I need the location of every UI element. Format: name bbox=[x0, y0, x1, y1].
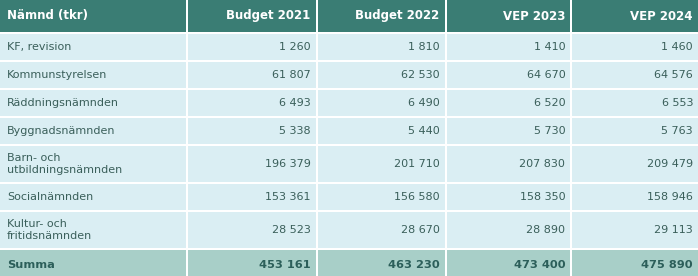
Text: 1 410: 1 410 bbox=[534, 42, 565, 52]
Bar bbox=[188, 118, 315, 144]
Bar bbox=[572, 0, 698, 32]
Bar bbox=[572, 146, 698, 182]
Text: 5 440: 5 440 bbox=[408, 126, 440, 136]
Text: 196 379: 196 379 bbox=[265, 159, 311, 169]
Bar bbox=[0, 118, 186, 144]
Bar bbox=[572, 250, 698, 276]
Text: 158 946: 158 946 bbox=[647, 192, 693, 202]
Text: 64 670: 64 670 bbox=[526, 70, 565, 80]
Text: 207 830: 207 830 bbox=[519, 159, 565, 169]
Text: 28 670: 28 670 bbox=[401, 225, 440, 235]
Bar bbox=[572, 90, 698, 116]
Text: 5 730: 5 730 bbox=[534, 126, 565, 136]
Bar bbox=[572, 212, 698, 248]
Text: 473 400: 473 400 bbox=[514, 260, 565, 270]
Bar bbox=[0, 184, 186, 210]
Text: 1 260: 1 260 bbox=[279, 42, 311, 52]
Bar bbox=[188, 62, 315, 88]
Bar bbox=[318, 34, 445, 60]
Bar bbox=[188, 90, 315, 116]
Bar bbox=[447, 250, 570, 276]
Text: VEP 2024: VEP 2024 bbox=[630, 9, 693, 23]
Bar bbox=[447, 118, 570, 144]
Text: 28 523: 28 523 bbox=[272, 225, 311, 235]
Text: 61 807: 61 807 bbox=[272, 70, 311, 80]
Bar bbox=[318, 90, 445, 116]
Text: 6 493: 6 493 bbox=[279, 98, 311, 108]
Bar bbox=[188, 0, 315, 32]
Bar bbox=[188, 146, 315, 182]
Text: Kultur- och
fritidsnämnden: Kultur- och fritidsnämnden bbox=[7, 219, 92, 241]
Text: 1 460: 1 460 bbox=[662, 42, 693, 52]
Bar bbox=[0, 0, 186, 32]
Bar bbox=[572, 118, 698, 144]
Bar bbox=[447, 34, 570, 60]
Text: 475 890: 475 890 bbox=[641, 260, 693, 270]
Bar bbox=[318, 62, 445, 88]
Bar bbox=[0, 250, 186, 276]
Text: VEP 2023: VEP 2023 bbox=[503, 9, 565, 23]
Text: Byggnadsnämnden: Byggnadsnämnden bbox=[7, 126, 115, 136]
Text: Kommunstyrelsen: Kommunstyrelsen bbox=[7, 70, 107, 80]
Bar bbox=[572, 62, 698, 88]
Text: 62 530: 62 530 bbox=[401, 70, 440, 80]
Bar bbox=[447, 0, 570, 32]
Text: 6 553: 6 553 bbox=[662, 98, 693, 108]
Bar bbox=[447, 212, 570, 248]
Bar bbox=[318, 250, 445, 276]
Bar bbox=[0, 212, 186, 248]
Text: Budget 2021: Budget 2021 bbox=[226, 9, 311, 23]
Text: Socialnämnden: Socialnämnden bbox=[7, 192, 94, 202]
Text: 1 810: 1 810 bbox=[408, 42, 440, 52]
Bar bbox=[318, 118, 445, 144]
Bar bbox=[0, 34, 186, 60]
Text: Nämnd (tkr): Nämnd (tkr) bbox=[7, 9, 88, 23]
Text: 158 350: 158 350 bbox=[520, 192, 565, 202]
Bar bbox=[447, 90, 570, 116]
Text: 6 520: 6 520 bbox=[534, 98, 565, 108]
Text: 156 580: 156 580 bbox=[394, 192, 440, 202]
Bar bbox=[318, 0, 445, 32]
Text: 201 710: 201 710 bbox=[394, 159, 440, 169]
Bar bbox=[188, 212, 315, 248]
Bar bbox=[447, 184, 570, 210]
Text: KF, revision: KF, revision bbox=[7, 42, 71, 52]
Bar bbox=[188, 250, 315, 276]
Text: 5 763: 5 763 bbox=[662, 126, 693, 136]
Text: 28 890: 28 890 bbox=[526, 225, 565, 235]
Bar bbox=[318, 146, 445, 182]
Text: 463 230: 463 230 bbox=[388, 260, 440, 270]
Bar bbox=[447, 62, 570, 88]
Text: 209 479: 209 479 bbox=[647, 159, 693, 169]
Text: 6 490: 6 490 bbox=[408, 98, 440, 108]
Bar bbox=[572, 184, 698, 210]
Bar bbox=[572, 34, 698, 60]
Text: Summa: Summa bbox=[7, 260, 55, 270]
Bar bbox=[188, 34, 315, 60]
Bar bbox=[0, 146, 186, 182]
Bar bbox=[0, 90, 186, 116]
Bar bbox=[447, 146, 570, 182]
Text: 453 161: 453 161 bbox=[259, 260, 311, 270]
Text: Barn- och
utbildningsnämnden: Barn- och utbildningsnämnden bbox=[7, 153, 122, 175]
Text: Räddningsnämnden: Räddningsnämnden bbox=[7, 98, 119, 108]
Bar bbox=[318, 212, 445, 248]
Bar bbox=[188, 184, 315, 210]
Text: 153 361: 153 361 bbox=[265, 192, 311, 202]
Bar bbox=[0, 62, 186, 88]
Text: 29 113: 29 113 bbox=[654, 225, 693, 235]
Bar bbox=[318, 184, 445, 210]
Text: 64 576: 64 576 bbox=[654, 70, 693, 80]
Text: Budget 2022: Budget 2022 bbox=[355, 9, 440, 23]
Text: 5 338: 5 338 bbox=[279, 126, 311, 136]
